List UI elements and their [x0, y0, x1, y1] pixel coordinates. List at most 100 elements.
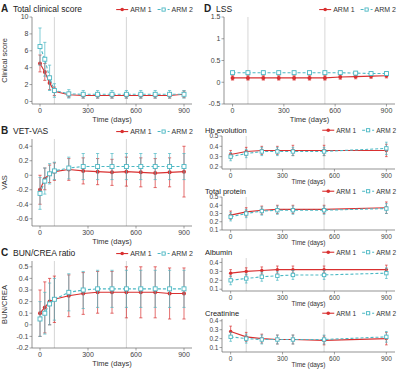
legend: ARM 1ARM 2: [319, 6, 396, 13]
legend-entry: ARM 1: [322, 249, 356, 256]
y-tick-label: 0.2: [209, 218, 218, 225]
error-bar: [154, 270, 157, 307]
error-bar: [125, 267, 128, 318]
error-bar: [182, 146, 185, 197]
y-axis: [32, 261, 33, 348]
x-tick-label: 300: [82, 229, 94, 236]
title: VET-VAS: [13, 126, 49, 136]
error-bar: [154, 90, 157, 98]
panel: ATotal clinical scoreARM 1ARM 2024681003…: [0, 3, 193, 124]
error-bar: [53, 278, 56, 320]
marker: [292, 71, 296, 75]
marker: [354, 71, 358, 75]
error-bar: [53, 84, 56, 98]
y-tick: [220, 205, 223, 206]
error-bar: [182, 91, 185, 98]
marker: [229, 335, 232, 338]
marker: [245, 277, 248, 280]
error-bar: [38, 302, 41, 337]
y-tick: [222, 82, 225, 83]
x-axis: [222, 169, 395, 170]
marker: [322, 338, 325, 341]
legend: ARM 1ARM 2: [116, 250, 193, 257]
error-bar: [43, 292, 46, 334]
y-tick-label: 0.4: [19, 275, 29, 282]
legend: ARM 1ARM 2: [322, 310, 396, 317]
y-axis-label: Clinical score: [0, 38, 9, 83]
marker: [276, 338, 279, 341]
marker: [110, 165, 114, 169]
error-bar: [323, 206, 326, 214]
error-bar: [308, 76, 311, 80]
y-tick-label: 0.4: [209, 143, 218, 150]
y-tick: [220, 320, 223, 321]
panel-label: C: [1, 247, 8, 258]
series: [229, 265, 388, 277]
y-tick: [220, 221, 223, 222]
marker: [153, 92, 157, 96]
y-tick: [220, 262, 223, 263]
series: [38, 28, 186, 98]
reference-lines: [246, 197, 324, 230]
x-axis-label: Time (days): [92, 115, 132, 124]
y-tick: [30, 33, 33, 34]
plot-area: [229, 142, 388, 161]
reference-line: [324, 197, 325, 230]
marker: [168, 165, 172, 169]
series: [38, 270, 186, 336]
error-bar: [245, 274, 248, 283]
y-axis: [32, 17, 33, 104]
y-tick-label: 0.1: [19, 310, 29, 317]
error-bar: [182, 90, 185, 98]
marker: [52, 89, 56, 93]
y-tick: [222, 104, 225, 105]
series: [229, 142, 388, 161]
marker: [110, 92, 114, 96]
legend: ARM 1ARM 2: [322, 127, 396, 134]
marker: [276, 274, 279, 277]
x-tick-label: 300: [82, 107, 94, 114]
series-line: [231, 331, 387, 340]
panel: Hb evolutionARM 1ARM 20.20.30.40.5030060…: [205, 126, 396, 186]
error-bar: [323, 147, 326, 155]
legend-label: ARM 2: [376, 310, 396, 317]
y-tick-label: 0.4: [209, 202, 218, 209]
error-bar: [385, 332, 388, 344]
y-tick: [30, 50, 33, 51]
marker: [260, 269, 263, 272]
error-bar: [292, 145, 295, 155]
marker: [168, 287, 172, 291]
marker: [385, 147, 388, 150]
error-bar: [262, 76, 265, 80]
marker: [38, 45, 42, 49]
y-tick-label: -0.2: [16, 344, 28, 351]
plot-area: [38, 267, 186, 337]
y-tick-label: 0.4: [19, 143, 29, 150]
y-tick: [220, 338, 223, 339]
reference-lines: [248, 17, 325, 104]
marker: [276, 209, 279, 212]
marker: [261, 71, 265, 75]
error-bar: [276, 335, 279, 344]
marker: [81, 92, 85, 96]
y-tick: [220, 271, 223, 272]
error-bar: [276, 271, 279, 280]
marker: [52, 88, 56, 92]
error-bar: [385, 331, 388, 342]
marker: [338, 71, 342, 75]
y-tick: [30, 336, 33, 337]
marker: [153, 165, 157, 169]
marker: [260, 337, 263, 340]
error-bar: [385, 142, 388, 154]
marker: [182, 287, 186, 291]
x-axis: [32, 226, 192, 227]
series: [229, 268, 388, 285]
error-bar: [43, 42, 46, 76]
y-tick-label: 0.5: [211, 57, 221, 64]
y-tick-label: 0.3: [209, 326, 218, 333]
y-tick-label: 0.5: [209, 132, 218, 139]
y-tick: [220, 136, 223, 137]
reference-lines: [54, 261, 126, 348]
error-bar: [231, 76, 234, 80]
series-line: [231, 273, 387, 280]
